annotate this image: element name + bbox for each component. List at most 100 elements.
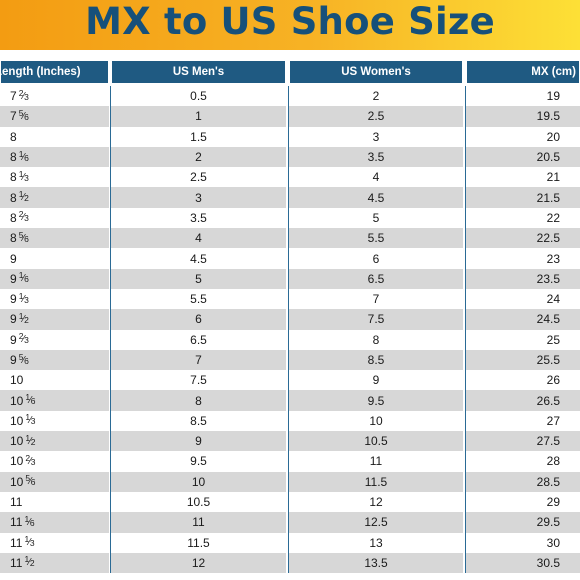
column-divider [464, 248, 466, 269]
mx-cell: 27 [466, 410, 580, 432]
length-cell: 9 1⁄2 [0, 309, 109, 330]
column-divider [109, 187, 111, 208]
column-divider [287, 146, 289, 168]
table-row: 8 5⁄6 4 5.5 22.5 [0, 228, 580, 249]
mx-cell: 29 [466, 491, 580, 513]
us-men-cell: 3.5 [111, 207, 286, 229]
us-men-cell: 10 [111, 471, 286, 492]
us-women-cell: 7 [289, 288, 463, 310]
us-women-cell: 6 [289, 248, 463, 269]
column-divider [109, 512, 111, 533]
us-men-cell: 3 [111, 187, 286, 208]
us-women-cell: 12.5 [289, 512, 463, 533]
column-divider [287, 370, 289, 391]
column-divider [464, 552, 466, 574]
column-divider [109, 410, 111, 432]
column-divider [109, 167, 111, 188]
us-men-cell: 1.5 [111, 126, 286, 147]
column-divider [287, 187, 289, 208]
column-divider [109, 207, 111, 229]
length-cell: 10 2⁄3 [0, 451, 109, 472]
column-divider [464, 207, 466, 229]
table-row: 10 1⁄6 8 9.5 26.5 [0, 390, 580, 411]
us-women-cell: 12 [289, 491, 463, 513]
size-table: Length (Inches) US Men's US Women's MX (… [0, 61, 580, 574]
length-cell: 11 1⁄6 [0, 512, 109, 533]
column-divider [464, 532, 466, 553]
column-divider [287, 106, 289, 127]
column-divider [109, 451, 111, 472]
table-row: 8 1.5 3 20 [0, 126, 580, 147]
mx-cell: 27.5 [466, 431, 580, 452]
length-cell: 8 [0, 126, 109, 147]
table-row: 10 7.5 9 26 [0, 370, 580, 391]
table-row: 9 5⁄6 7 8.5 25.5 [0, 349, 580, 371]
column-divider [464, 288, 466, 310]
mx-cell: 24 [466, 288, 580, 310]
us-women-cell: 10.5 [289, 431, 463, 452]
column-divider [287, 329, 289, 350]
table-row: 8 1⁄3 2.5 4 21 [0, 167, 580, 188]
column-divider [109, 126, 111, 147]
length-cell: 10 1⁄3 [0, 410, 109, 432]
table-row: 10 5⁄6 10 11.5 28.5 [0, 471, 580, 492]
table-row: 10 1⁄2 9 10.5 27.5 [0, 431, 580, 452]
us-women-cell: 11 [289, 451, 463, 472]
mx-cell: 23 [466, 248, 580, 269]
column-divider [464, 329, 466, 350]
fraction-glyph: 1⁄3 [25, 412, 35, 427]
mx-cell: 19.5 [466, 106, 580, 127]
table-row: 9 2⁄3 6.5 8 25 [0, 329, 580, 350]
column-divider [464, 410, 466, 432]
fraction-glyph: 2⁄3 [18, 331, 29, 346]
length-cell: 9 1⁄6 [0, 268, 109, 289]
table-row: 11 1⁄3 11.5 13 30 [0, 532, 580, 553]
fraction-glyph: 2⁄3 [18, 209, 29, 224]
mx-cell: 22.5 [466, 228, 580, 249]
length-cell: 9 2⁄3 [0, 329, 109, 350]
us-women-cell: 3.5 [289, 146, 463, 168]
column-header-us-women: US Women's [289, 61, 463, 83]
fraction-glyph: 1⁄6 [18, 148, 29, 163]
column-divider [287, 390, 289, 411]
us-women-cell: 8.5 [289, 349, 463, 371]
table-row: 10 2⁄3 9.5 11 28 [0, 451, 580, 472]
length-cell: 10 [0, 370, 109, 391]
column-divider [287, 268, 289, 289]
fraction-glyph: 5⁄6 [18, 351, 29, 366]
column-divider [109, 248, 111, 269]
fraction-glyph: 1⁄3 [18, 168, 29, 183]
mx-cell: 26.5 [466, 390, 580, 411]
us-men-cell: 4 [111, 228, 286, 249]
length-cell: 8 1⁄2 [0, 187, 109, 208]
length-cell: 8 2⁄3 [0, 207, 109, 229]
column-divider [109, 309, 111, 330]
table-row: 8 1⁄2 3 4.5 21.5 [0, 187, 580, 208]
us-women-cell: 2 [289, 86, 463, 107]
mx-cell: 28 [466, 451, 580, 472]
us-women-cell: 13 [289, 532, 463, 553]
table-row: 9 1⁄6 5 6.5 23.5 [0, 268, 580, 289]
column-divider [109, 86, 111, 107]
us-women-cell: 7.5 [289, 309, 463, 330]
table-row: 7 2⁄3 0.5 2 19 [0, 86, 580, 107]
column-divider [109, 390, 111, 411]
column-divider [464, 167, 466, 188]
us-men-cell: 10.5 [111, 491, 286, 513]
fraction-glyph: 1⁄6 [24, 513, 35, 528]
mx-cell: 28.5 [466, 471, 580, 492]
fraction-glyph: 5⁄6 [18, 229, 29, 244]
column-divider [464, 309, 466, 330]
column-divider [464, 491, 466, 513]
mx-cell: 25.5 [466, 349, 580, 371]
column-divider [109, 268, 111, 289]
column-divider [109, 329, 111, 350]
table-row: 9 4.5 6 23 [0, 248, 580, 269]
length-cell: 9 1⁄3 [0, 288, 109, 310]
column-divider [287, 207, 289, 229]
mx-cell: 21 [466, 167, 580, 188]
length-cell: 10 5⁄6 [0, 471, 109, 492]
us-men-cell: 2 [111, 146, 286, 168]
us-women-cell: 13.5 [289, 552, 463, 574]
length-cell: 11 [0, 491, 109, 513]
